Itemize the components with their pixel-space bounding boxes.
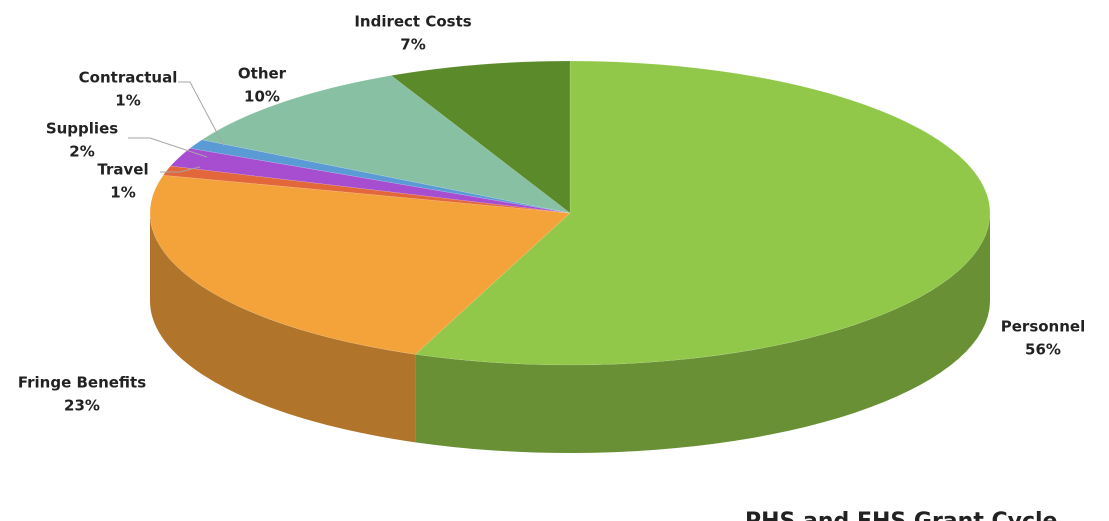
slice <box>149 174 571 355</box>
sides <box>150 213 990 453</box>
slice-value-label: 23% <box>64 397 100 415</box>
slice-value-label: 2% <box>69 143 94 161</box>
slice-label: Travel <box>97 161 148 179</box>
leader-line <box>178 81 225 147</box>
slice-label: Indirect Costs <box>354 13 471 31</box>
slice-label: Other <box>238 65 287 83</box>
leader-line <box>160 166 201 173</box>
slice-label: Contractual <box>79 69 178 87</box>
slice <box>414 60 991 366</box>
leader-line <box>128 137 208 158</box>
slice-side <box>150 213 416 443</box>
slice <box>170 148 571 214</box>
annotation: PHS and EHS Grant Cycle <box>745 509 1057 521</box>
slice <box>390 60 571 214</box>
slice-value-label: 10% <box>244 88 280 106</box>
slice <box>189 139 571 214</box>
tops <box>149 60 991 366</box>
slice-label: Personnel <box>1001 318 1085 336</box>
labels: Personnel 56% Fringe Benefits 23% Travel 1% Su… <box>18 13 1085 415</box>
slice-value-label: 1% <box>110 184 135 202</box>
slice <box>162 165 571 214</box>
slice-label: Supplies <box>46 120 118 138</box>
slice-value-label: 1% <box>115 92 140 110</box>
slice-value-label: 7% <box>400 36 425 54</box>
slice <box>201 75 571 214</box>
slice-side <box>415 213 990 453</box>
slice-label: Fringe Benefits <box>18 374 146 392</box>
slice-value-label: 56% <box>1025 341 1061 359</box>
